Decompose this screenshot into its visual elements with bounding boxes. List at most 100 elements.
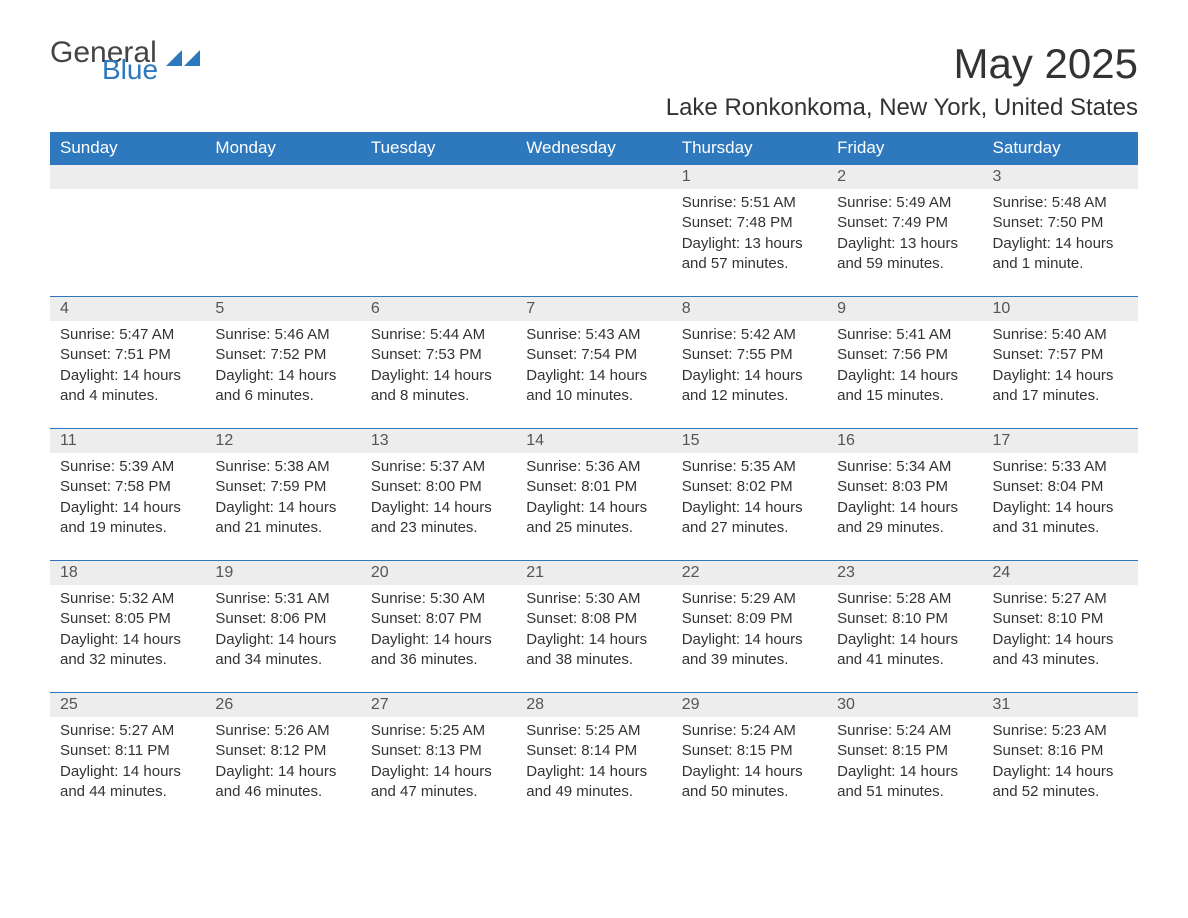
sunset-line: Sunset: 8:13 PM: [371, 741, 506, 761]
calendar-day-cell: 30Sunrise: 5:24 AMSunset: 8:15 PMDayligh…: [827, 692, 982, 824]
calendar-day-cell: 9Sunrise: 5:41 AMSunset: 7:56 PMDaylight…: [827, 296, 982, 428]
day-content: Sunrise: 5:48 AMSunset: 7:50 PMDaylight:…: [983, 189, 1138, 282]
day-content: Sunrise: 5:44 AMSunset: 7:53 PMDaylight:…: [361, 321, 516, 414]
day-number: 16: [827, 428, 982, 453]
day-number: 7: [516, 296, 671, 321]
sunrise-line: Sunrise: 5:27 AM: [993, 589, 1128, 609]
daylight-line: Daylight: 14 hours and 27 minutes.: [682, 498, 817, 539]
calendar-week-row: 4Sunrise: 5:47 AMSunset: 7:51 PMDaylight…: [50, 296, 1138, 428]
day-content: Sunrise: 5:38 AMSunset: 7:59 PMDaylight:…: [205, 453, 360, 546]
page-title: May 2025: [954, 40, 1138, 88]
day-content: [50, 189, 205, 201]
day-content: Sunrise: 5:42 AMSunset: 7:55 PMDaylight:…: [672, 321, 827, 414]
sunset-line: Sunset: 8:14 PM: [526, 741, 661, 761]
calendar-day-cell: 6Sunrise: 5:44 AMSunset: 7:53 PMDaylight…: [361, 296, 516, 428]
calendar-table: SundayMondayTuesdayWednesdayThursdayFrid…: [50, 132, 1138, 824]
daylight-line: Daylight: 14 hours and 47 minutes.: [371, 762, 506, 803]
day-content: Sunrise: 5:24 AMSunset: 8:15 PMDaylight:…: [827, 717, 982, 810]
day-content: Sunrise: 5:34 AMSunset: 8:03 PMDaylight:…: [827, 453, 982, 546]
calendar-day-cell: 20Sunrise: 5:30 AMSunset: 8:07 PMDayligh…: [361, 560, 516, 692]
sunrise-line: Sunrise: 5:29 AM: [682, 589, 817, 609]
day-number: 29: [672, 692, 827, 717]
day-number: 2: [827, 164, 982, 189]
daylight-line: Daylight: 14 hours and 25 minutes.: [526, 498, 661, 539]
sunset-line: Sunset: 7:56 PM: [837, 345, 972, 365]
day-content: [516, 189, 671, 201]
daylight-line: Daylight: 14 hours and 8 minutes.: [371, 366, 506, 407]
day-number: 15: [672, 428, 827, 453]
daylight-line: Daylight: 14 hours and 43 minutes.: [993, 630, 1128, 671]
daylight-line: Daylight: 14 hours and 15 minutes.: [837, 366, 972, 407]
sunrise-line: Sunrise: 5:34 AM: [837, 457, 972, 477]
day-content: Sunrise: 5:30 AMSunset: 8:07 PMDaylight:…: [361, 585, 516, 678]
daylight-line: Daylight: 14 hours and 19 minutes.: [60, 498, 195, 539]
calendar-week-row: ....1Sunrise: 5:51 AMSunset: 7:48 PMDayl…: [50, 164, 1138, 296]
daylight-line: Daylight: 14 hours and 52 minutes.: [993, 762, 1128, 803]
sunset-line: Sunset: 8:11 PM: [60, 741, 195, 761]
logo: General Blue: [50, 40, 200, 81]
day-number: 31: [983, 692, 1138, 717]
sunrise-line: Sunrise: 5:49 AM: [837, 193, 972, 213]
day-number: 30: [827, 692, 982, 717]
sunrise-line: Sunrise: 5:25 AM: [526, 721, 661, 741]
daylight-line: Daylight: 14 hours and 12 minutes.: [682, 366, 817, 407]
daylight-line: Daylight: 13 hours and 59 minutes.: [837, 234, 972, 275]
daylight-line: Daylight: 14 hours and 44 minutes.: [60, 762, 195, 803]
day-content: Sunrise: 5:37 AMSunset: 8:00 PMDaylight:…: [361, 453, 516, 546]
day-number: .: [361, 164, 516, 189]
day-number: 9: [827, 296, 982, 321]
logo-text: General Blue: [50, 40, 158, 81]
sunset-line: Sunset: 7:51 PM: [60, 345, 195, 365]
day-number: 19: [205, 560, 360, 585]
daylight-line: Daylight: 14 hours and 4 minutes.: [60, 366, 195, 407]
day-number: 28: [516, 692, 671, 717]
daylight-line: Daylight: 14 hours and 34 minutes.: [215, 630, 350, 671]
calendar-day-cell: 17Sunrise: 5:33 AMSunset: 8:04 PMDayligh…: [983, 428, 1138, 560]
sunset-line: Sunset: 8:08 PM: [526, 609, 661, 629]
weekday-header: Friday: [827, 132, 982, 164]
calendar-day-cell: 24Sunrise: 5:27 AMSunset: 8:10 PMDayligh…: [983, 560, 1138, 692]
day-number: .: [516, 164, 671, 189]
sunset-line: Sunset: 8:16 PM: [993, 741, 1128, 761]
calendar-day-cell: .: [50, 164, 205, 296]
sunrise-line: Sunrise: 5:46 AM: [215, 325, 350, 345]
day-content: Sunrise: 5:33 AMSunset: 8:04 PMDaylight:…: [983, 453, 1138, 546]
sunset-line: Sunset: 7:59 PM: [215, 477, 350, 497]
day-content: Sunrise: 5:46 AMSunset: 7:52 PMDaylight:…: [205, 321, 360, 414]
calendar-day-cell: 10Sunrise: 5:40 AMSunset: 7:57 PMDayligh…: [983, 296, 1138, 428]
day-number: 23: [827, 560, 982, 585]
calendar-day-cell: 27Sunrise: 5:25 AMSunset: 8:13 PMDayligh…: [361, 692, 516, 824]
calendar-day-cell: 8Sunrise: 5:42 AMSunset: 7:55 PMDaylight…: [672, 296, 827, 428]
sunset-line: Sunset: 7:57 PM: [993, 345, 1128, 365]
sunset-line: Sunset: 8:04 PM: [993, 477, 1128, 497]
sunrise-line: Sunrise: 5:51 AM: [682, 193, 817, 213]
daylight-line: Daylight: 14 hours and 39 minutes.: [682, 630, 817, 671]
day-content: Sunrise: 5:23 AMSunset: 8:16 PMDaylight:…: [983, 717, 1138, 810]
daylight-line: Daylight: 14 hours and 17 minutes.: [993, 366, 1128, 407]
calendar-day-cell: 13Sunrise: 5:37 AMSunset: 8:00 PMDayligh…: [361, 428, 516, 560]
day-number: 21: [516, 560, 671, 585]
sunrise-line: Sunrise: 5:47 AM: [60, 325, 195, 345]
weekday-header: Wednesday: [516, 132, 671, 164]
daylight-line: Daylight: 14 hours and 41 minutes.: [837, 630, 972, 671]
day-content: Sunrise: 5:35 AMSunset: 8:02 PMDaylight:…: [672, 453, 827, 546]
sunset-line: Sunset: 7:54 PM: [526, 345, 661, 365]
sunrise-line: Sunrise: 5:48 AM: [993, 193, 1128, 213]
sunset-line: Sunset: 8:10 PM: [993, 609, 1128, 629]
sunrise-line: Sunrise: 5:30 AM: [371, 589, 506, 609]
daylight-line: Daylight: 14 hours and 29 minutes.: [837, 498, 972, 539]
calendar-week-row: 11Sunrise: 5:39 AMSunset: 7:58 PMDayligh…: [50, 428, 1138, 560]
sunrise-line: Sunrise: 5:44 AM: [371, 325, 506, 345]
day-content: [361, 189, 516, 201]
sunset-line: Sunset: 8:15 PM: [682, 741, 817, 761]
calendar-day-cell: 11Sunrise: 5:39 AMSunset: 7:58 PMDayligh…: [50, 428, 205, 560]
weekday-header: Monday: [205, 132, 360, 164]
weekday-header: Thursday: [672, 132, 827, 164]
calendar-day-cell: 16Sunrise: 5:34 AMSunset: 8:03 PMDayligh…: [827, 428, 982, 560]
day-number: 3: [983, 164, 1138, 189]
day-number: .: [205, 164, 360, 189]
daylight-line: Daylight: 14 hours and 23 minutes.: [371, 498, 506, 539]
calendar-day-cell: .: [516, 164, 671, 296]
sunrise-line: Sunrise: 5:23 AM: [993, 721, 1128, 741]
day-number: 11: [50, 428, 205, 453]
